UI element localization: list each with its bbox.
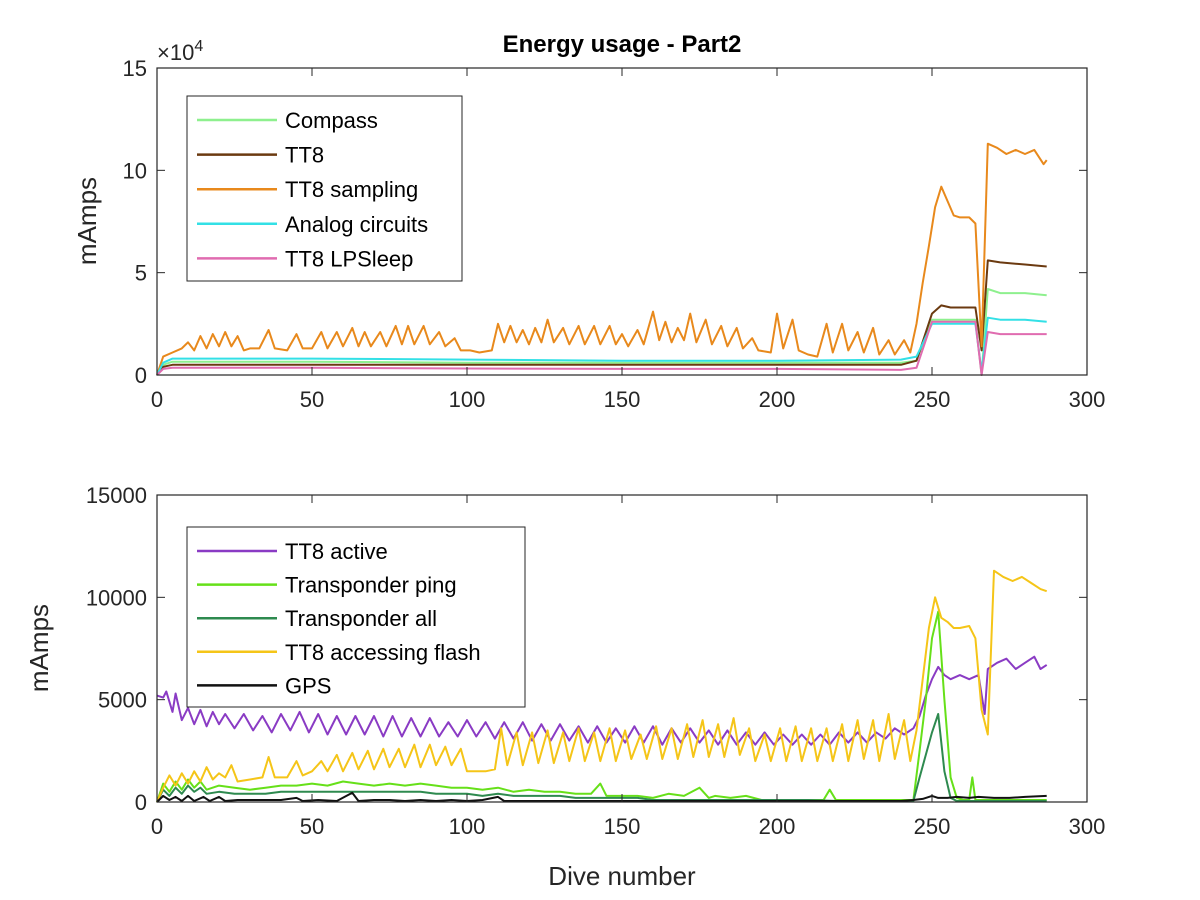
bottom-x-tick-label: 100 <box>449 814 486 839</box>
bottom-legend-label: Transponder ping <box>285 573 457 598</box>
bottom-x-axis-label: Dive number <box>548 861 696 891</box>
top-x-tick-label: 150 <box>604 387 641 412</box>
bottom-legend-label: TT8 accessing flash <box>285 640 481 665</box>
bottom-y-axis-label: mAmps <box>24 604 54 692</box>
top-chart: 0 50 100 150 200 250 300 0 5 10 15 Energy usage - … <box>72 31 1105 412</box>
top-y-exponent: ×104 <box>157 38 203 65</box>
top-y-axis-label: mAmps <box>72 177 102 265</box>
top-legend-label: Analog circuits <box>285 212 428 237</box>
top-legend-label: Compass <box>285 108 378 133</box>
top-series-lines <box>156 142 1048 376</box>
top-legend-label: TT8 LPSleep <box>285 246 413 271</box>
bottom-legend-label: TT8 active <box>285 539 388 564</box>
top-x-tick-label: 200 <box>759 387 796 412</box>
bottom-y-tick-label: 10000 <box>86 585 147 610</box>
top-y-tick-label: 15 <box>123 56 147 81</box>
bottom-x-tick-label: 300 <box>1069 814 1106 839</box>
bottom-x-tick-label: 0 <box>151 814 163 839</box>
bottom-y-tick-label: 15000 <box>86 483 147 508</box>
top-x-tick-label: 250 <box>914 387 951 412</box>
bottom-series-line-transponder-ping <box>156 610 1047 803</box>
top-y-tick-label: 5 <box>135 261 147 286</box>
bottom-x-tick-label: 250 <box>914 814 951 839</box>
bottom-legend-label: GPS <box>285 673 331 698</box>
top-x-tick-label: 50 <box>300 387 324 412</box>
top-x-tick-label: 300 <box>1069 387 1106 412</box>
top-series-line-tt8-lpsleep <box>156 320 1047 376</box>
top-series-line-analog-circuits <box>156 316 1047 376</box>
bottom-legend: TT8 active Transponder ping Transponder al… <box>186 526 526 708</box>
top-series-line-tt8 <box>156 259 1047 376</box>
bottom-series-line-gps <box>156 791 1047 803</box>
top-legend: Compass TT8 TT8 sampling Analog circuits TT8… <box>186 95 463 282</box>
top-legend-label: TT8 sampling <box>285 177 418 202</box>
top-legend-label: TT8 <box>285 143 324 168</box>
top-x-tick-label: 100 <box>449 387 486 412</box>
bottom-x-tick-label: 150 <box>604 814 641 839</box>
bottom-x-tick-label: 50 <box>300 814 324 839</box>
top-y-tick-label: 10 <box>123 158 147 183</box>
bottom-y-tick-label: 5000 <box>98 688 147 713</box>
top-y-tick-label: 0 <box>135 363 147 388</box>
bottom-series-lines <box>156 569 1048 803</box>
bottom-y-tick-label: 0 <box>135 790 147 815</box>
bottom-series-line-transponder-all <box>156 713 1047 803</box>
top-x-tick-label: 0 <box>151 387 163 412</box>
bottom-legend-label: Transponder all <box>285 606 437 631</box>
bottom-x-tick-label: 200 <box>759 814 796 839</box>
top-series-line-tt8-sampling <box>156 142 1048 376</box>
top-ticks: 0 50 100 150 200 250 300 0 5 10 15 <box>123 56 1106 412</box>
bottom-ticks: 0 50 100 150 200 250 300 0 5000 10000 15000 <box>86 483 1106 839</box>
bottom-series-line-tt8-accessing-flash <box>156 569 1048 803</box>
chart-title: Energy usage - Part2 <box>503 31 742 58</box>
